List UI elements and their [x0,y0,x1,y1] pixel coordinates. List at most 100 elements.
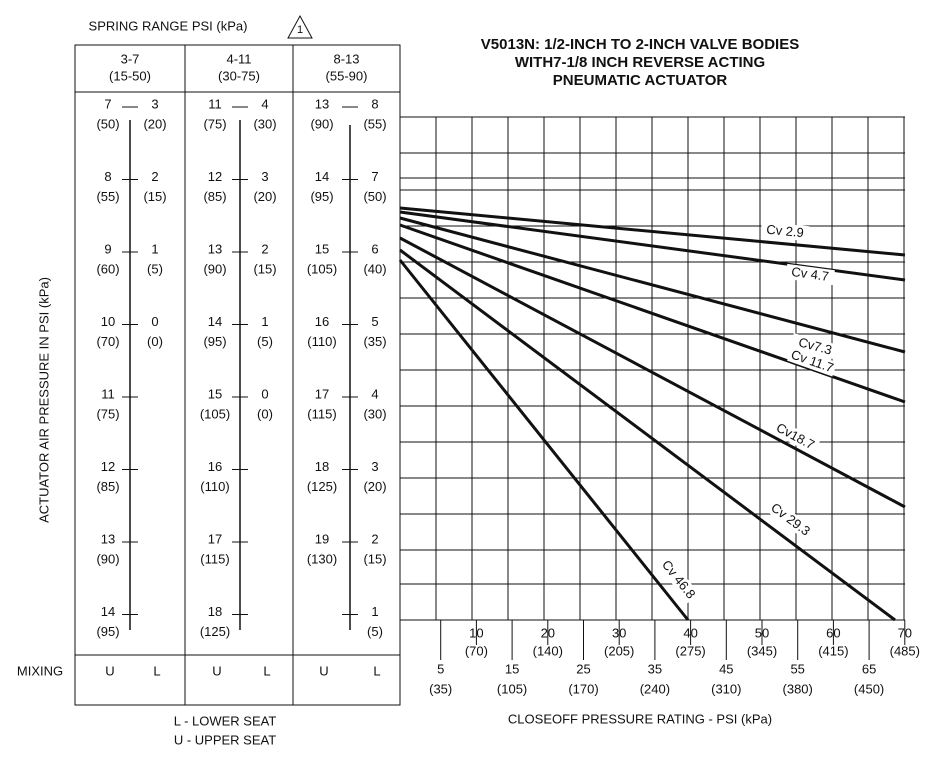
cv-line [399,248,896,622]
y-axis-label: ACTUATOR AIR PRESSURE IN PSI (kPa) [36,277,51,523]
left-psi: 15 [315,241,329,256]
left-psi: 7 [104,96,111,111]
mixing-seat: L [153,663,160,678]
left-psi: 11 [101,386,115,401]
x-kpa: (415) [818,643,848,658]
x-kpa: (345) [747,643,777,658]
left-kpa: (105) [200,406,230,421]
cv-line [399,216,906,354]
left-kpa: (125) [200,624,230,639]
right-psi: 6 [371,241,378,256]
right-kpa: (50) [363,189,386,204]
x-psi: 10 [469,625,483,640]
x-psi: 20 [541,625,555,640]
right-kpa: (15) [253,261,276,276]
right-kpa: (20) [143,116,166,131]
right-kpa: (0) [147,334,163,349]
right-kpa: (55) [363,116,386,131]
column-header-kpa: (15-50) [109,68,151,83]
right-kpa: (0) [257,406,273,421]
cv-line [398,259,690,621]
left-psi: 11 [208,96,222,111]
column-header: 3-7 [121,51,140,66]
column-header-kpa: (30-75) [218,68,260,83]
x-kpa: (205) [604,643,634,658]
x-psi: 25 [576,661,590,676]
right-psi: 4 [261,96,268,111]
left-kpa: (85) [96,479,119,494]
x-psi: 35 [648,661,662,676]
x-psi: 15 [505,661,519,676]
left-psi: 12 [101,459,115,474]
right-kpa: (5) [367,624,383,639]
x-psi: 55 [790,661,804,676]
right-kpa: (20) [253,189,276,204]
x-axis-label: CLOSEOFF PRESSURE RATING - PSI (kPa) [508,711,772,726]
note-triangle [287,14,313,39]
left-kpa: (50) [96,116,119,131]
left-kpa: (130) [307,551,337,566]
left-psi: 18 [315,459,329,474]
x-kpa: (70) [465,643,488,658]
x-psi: 5 [437,661,444,676]
right-psi: 3 [371,459,378,474]
left-psi: 16 [208,459,222,474]
legend-entry: U - UPPER SEAT [174,732,276,747]
x-kpa: (35) [429,681,452,696]
left-kpa: (75) [96,406,119,421]
x-psi: 30 [612,625,626,640]
cv-label-bg [790,333,841,360]
right-kpa: (30) [253,116,276,131]
right-kpa: (5) [257,334,273,349]
cv-line [399,206,906,257]
right-psi: 2 [151,169,158,184]
x-kpa: (450) [854,681,884,696]
left-psi: 13 [315,96,329,111]
right-psi: 3 [151,96,158,111]
spring-range-label: SPRING RANGE PSI (kPa) [89,18,248,33]
x-kpa: (105) [497,681,527,696]
left-kpa: (110) [307,334,336,349]
left-kpa: (90) [203,261,226,276]
left-psi: 13 [101,531,115,546]
mixing-seat: L [263,663,270,678]
x-kpa: (170) [568,681,598,696]
left-kpa: (105) [307,261,337,276]
right-kpa: (20) [363,479,386,494]
left-kpa: (95) [96,624,119,639]
cv-label-bg [770,418,820,455]
left-psi: 14 [208,314,222,329]
mixing-label: MIXING [17,663,63,678]
right-psi: 2 [261,241,268,256]
left-psi: 19 [315,531,329,546]
left-kpa: (90) [310,116,333,131]
mixing-seat: L [373,663,380,678]
left-psi: 13 [208,241,222,256]
column-header: 8-13 [333,51,359,66]
left-kpa: (125) [307,479,337,494]
left-psi: 14 [315,169,329,184]
left-kpa: (55) [96,189,119,204]
cv-label-bg [785,263,835,286]
cv-label-bg [787,346,838,377]
right-kpa: (30) [363,406,386,421]
right-psi: 1 [151,241,158,256]
mixing-seat: U [105,663,114,678]
left-psi: 12 [208,169,222,184]
cv-label: Cv 2.9 [766,222,805,240]
right-psi: 4 [371,386,378,401]
cv-label: Cv 4.7 [791,264,830,284]
cv-line [399,236,906,509]
left-kpa: (115) [200,551,229,566]
right-psi: 3 [261,169,268,184]
cv-label-bg [760,221,810,242]
right-kpa: (15) [363,551,386,566]
column-header: 4-11 [226,51,251,66]
left-psi: 10 [101,314,115,329]
mixing-seat: U [319,663,328,678]
x-kpa: (140) [533,643,563,658]
left-kpa: (85) [203,189,226,204]
x-psi: 40 [683,625,697,640]
x-psi: 60 [826,625,840,640]
